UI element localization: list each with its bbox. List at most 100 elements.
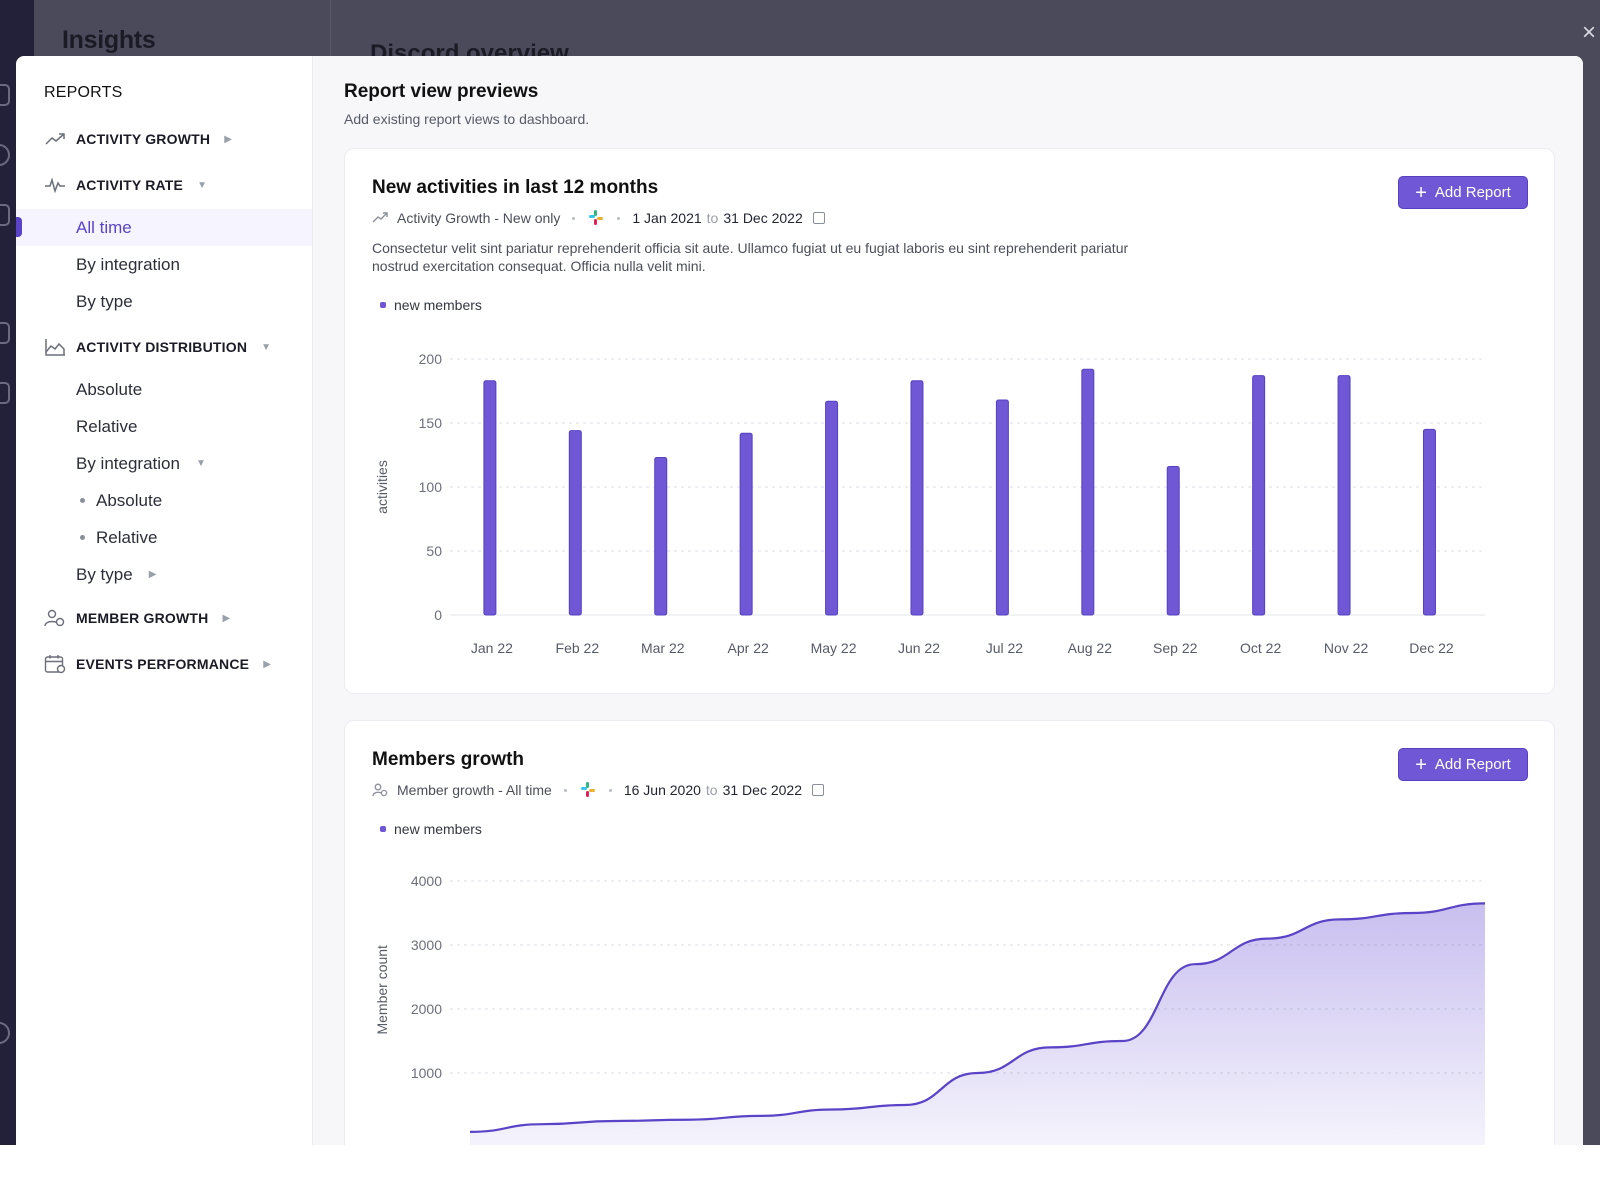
x-tick-label: Sep 22 bbox=[1153, 640, 1198, 656]
sidebar-subitem-absolute[interactable]: Absolute bbox=[16, 482, 312, 519]
card-meta: Activity Growth - New only 1 Jan 2021 to… bbox=[372, 209, 1527, 227]
members-area-chart: 1000 2000 3000 4000 Member count bbox=[345, 851, 1505, 1145]
plus-icon: + bbox=[1415, 753, 1427, 776]
separator bbox=[563, 788, 567, 792]
legend-swatch bbox=[380, 826, 386, 832]
bar bbox=[739, 432, 753, 616]
group-member-growth[interactable]: MEMBER GROWTH ▶ bbox=[44, 607, 312, 629]
nav-building-icon[interactable] bbox=[0, 322, 10, 344]
chevron-right-icon: ▶ bbox=[224, 133, 232, 145]
nav-avatar-icon[interactable] bbox=[0, 1022, 10, 1044]
date-from: 16 Jun 2020 bbox=[623, 782, 701, 798]
chevron-down-icon: ▼ bbox=[195, 458, 206, 469]
nav-database-icon[interactable] bbox=[0, 204, 10, 226]
date-from: 1 Jan 2021 bbox=[632, 210, 702, 226]
x-tick-label: Jun 22 bbox=[898, 640, 940, 656]
bullet-icon bbox=[80, 535, 85, 540]
card-title: Members growth bbox=[372, 749, 525, 770]
date-to-label: to bbox=[706, 210, 719, 226]
bar bbox=[1337, 375, 1351, 616]
trend-up-icon bbox=[372, 211, 390, 225]
x-tick-label: Mar 22 bbox=[641, 640, 685, 656]
header-divider bbox=[330, 0, 331, 56]
sidebar-item-all-time[interactable]: All time bbox=[16, 209, 312, 246]
separator bbox=[572, 216, 576, 220]
add-report-button[interactable]: + Add Report bbox=[1398, 176, 1528, 209]
group-activity-rate[interactable]: ACTIVITY RATE ▼ bbox=[44, 174, 312, 196]
nav-document-icon[interactable] bbox=[0, 382, 10, 404]
previews-subtitle: Add existing report views to dashboard. bbox=[344, 111, 590, 127]
date-to-label: to bbox=[705, 782, 718, 798]
chevron-right-icon: ▶ bbox=[222, 612, 231, 624]
bar bbox=[568, 430, 582, 616]
calendar-icon[interactable] bbox=[812, 212, 825, 224]
x-tick-label: Aug 22 bbox=[1068, 640, 1113, 656]
bar bbox=[995, 399, 1009, 616]
report-card-activities: New activities in last 12 months Activit… bbox=[344, 148, 1555, 694]
x-tick-label: Nov 22 bbox=[1324, 640, 1369, 656]
report-name: Activity Growth - New only bbox=[397, 210, 561, 226]
y-tick-label: 3000 bbox=[411, 937, 442, 953]
add-report-button[interactable]: + Add Report bbox=[1398, 748, 1528, 781]
chevron-right-icon: ▶ bbox=[148, 569, 157, 580]
sidebar-item-by-integration[interactable]: By integration ▼ bbox=[76, 453, 206, 473]
separator bbox=[617, 216, 621, 220]
legend-label: new members bbox=[394, 297, 482, 313]
bar-chart-svg: 0 50 100 150 200 activities Jan 22 Feb 22 Mar 22… bbox=[374, 351, 1485, 656]
group-events-performance[interactable]: EVENTS PERFORMANCE ▶ bbox=[44, 653, 312, 675]
date-to: 31 Dec 2022 bbox=[723, 210, 803, 226]
sidebar-item-absolute[interactable]: Absolute bbox=[76, 379, 143, 399]
group-activity-distribution[interactable]: ACTIVITY DISTRIBUTION ▼ bbox=[44, 336, 312, 358]
sidebar-item-relative[interactable]: Relative bbox=[76, 416, 138, 436]
group-activity-growth[interactable]: ACTIVITY GROWTH ▶ bbox=[44, 128, 312, 150]
chart-legend: new members bbox=[380, 821, 1527, 837]
series-line bbox=[469, 902, 1486, 1133]
activities-bar-chart: 0 50 100 150 200 activities Jan 22 Feb 22 Mar 22… bbox=[345, 339, 1505, 674]
separator bbox=[608, 788, 612, 792]
y-axis-label: activities bbox=[374, 460, 390, 514]
bar bbox=[654, 457, 668, 616]
slack-icon bbox=[579, 781, 597, 799]
y-tick-label: 2000 bbox=[411, 1001, 442, 1017]
nav-layers-icon[interactable] bbox=[0, 84, 10, 106]
x-tick-label: Oct 22 bbox=[1240, 640, 1281, 656]
members-icon bbox=[44, 608, 66, 628]
chevron-down-icon: ▼ bbox=[197, 179, 207, 191]
y-axis-label: Member count bbox=[374, 945, 390, 1035]
report-card-members: Members growth Member growth - All time … bbox=[344, 720, 1555, 1145]
sidebar-item-by-type[interactable]: By type bbox=[76, 291, 133, 311]
y-tick-label: 100 bbox=[419, 479, 443, 495]
close-icon[interactable]: × bbox=[1582, 19, 1597, 46]
chevron-down-icon: ▼ bbox=[261, 341, 272, 353]
y-tick-label: 200 bbox=[419, 351, 443, 367]
slack-icon bbox=[587, 209, 605, 227]
bar bbox=[1252, 375, 1266, 616]
y-tick-label: 4000 bbox=[411, 873, 442, 889]
sidebar-subitem-relative[interactable]: Relative bbox=[16, 519, 312, 556]
bar bbox=[910, 380, 924, 616]
page-subtitle: Discord overview bbox=[370, 40, 569, 58]
plus-icon: + bbox=[1415, 181, 1427, 204]
chart-legend: new members bbox=[380, 297, 1527, 313]
calendar-icon[interactable] bbox=[812, 784, 824, 796]
area-fill bbox=[470, 903, 1485, 1145]
calendar-icon bbox=[44, 654, 66, 674]
date-to: 31 Dec 2022 bbox=[722, 782, 802, 798]
report-name: Member growth - All time bbox=[397, 782, 552, 798]
sidebar-item-by-integration[interactable]: By integration bbox=[76, 254, 180, 274]
page-title: Insights bbox=[62, 26, 156, 54]
nav-chat-icon[interactable] bbox=[0, 144, 10, 166]
y-tick-label: 150 bbox=[419, 415, 443, 431]
x-tick-label: May 22 bbox=[811, 640, 857, 656]
y-tick-label: 50 bbox=[426, 543, 442, 559]
sidebar-title: REPORTS bbox=[44, 84, 123, 101]
x-tick-label: Dec 22 bbox=[1409, 640, 1454, 656]
card-description: Consectetur velit sint pariatur reprehen… bbox=[372, 240, 1129, 274]
card-title: New activities in last 12 months bbox=[372, 177, 659, 198]
bar bbox=[1422, 428, 1436, 616]
bar bbox=[825, 400, 839, 616]
reports-sidebar: REPORTS ACTIVITY GROWTH ▶ ACTIVITY RATE … bbox=[16, 56, 313, 1145]
chevron-right-icon: ▶ bbox=[263, 658, 271, 670]
sidebar-item-by-type[interactable]: By type ▶ bbox=[76, 564, 157, 584]
x-tick-label: Jul 22 bbox=[986, 640, 1024, 656]
